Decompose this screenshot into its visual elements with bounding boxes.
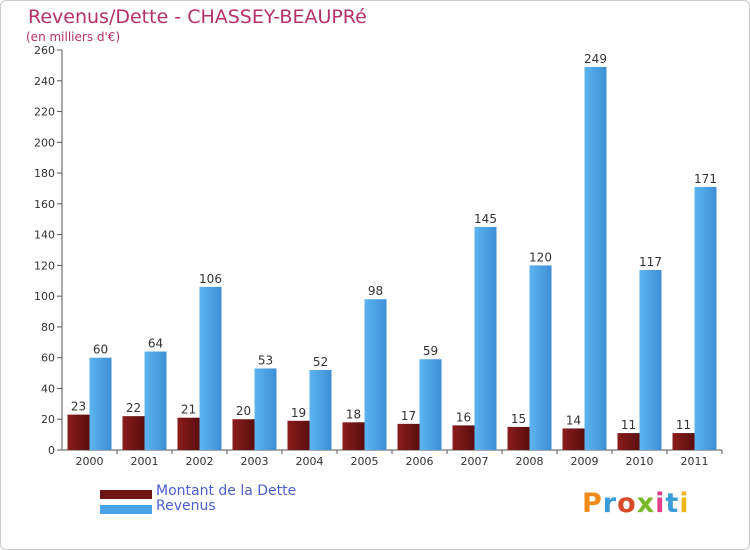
data-label-revenus: 145 bbox=[474, 212, 497, 226]
x-tick-label: 2009 bbox=[571, 455, 599, 468]
data-label-revenus: 106 bbox=[199, 272, 222, 286]
bar-dette bbox=[342, 422, 365, 450]
y-tick-label: 40 bbox=[41, 382, 55, 395]
bar-revenus bbox=[309, 370, 332, 450]
bar-revenus bbox=[529, 265, 552, 450]
chart-title: Revenus/Dette - CHASSEY-BEAUPRé bbox=[28, 6, 367, 28]
x-tick-label: 2006 bbox=[406, 455, 434, 468]
x-tick-label: 2005 bbox=[351, 455, 379, 468]
y-tick-label: 160 bbox=[34, 198, 55, 211]
data-label-revenus: 59 bbox=[423, 344, 438, 358]
bar-revenus bbox=[199, 286, 222, 450]
data-label-revenus: 53 bbox=[258, 353, 273, 367]
data-label-revenus: 60 bbox=[93, 343, 108, 357]
bar-revenus bbox=[584, 66, 607, 450]
data-label-dette: 11 bbox=[621, 418, 636, 432]
bar-dette bbox=[452, 425, 475, 450]
data-label-revenus: 64 bbox=[148, 337, 163, 351]
y-tick-label: 140 bbox=[34, 229, 55, 242]
data-label-dette: 14 bbox=[566, 413, 581, 427]
y-tick-label: 200 bbox=[34, 136, 55, 149]
data-label-revenus: 117 bbox=[639, 255, 662, 269]
legend-swatch-dette bbox=[100, 490, 152, 499]
y-tick-label: 20 bbox=[41, 413, 55, 426]
data-label-dette: 11 bbox=[676, 418, 691, 432]
x-tick-label: 2011 bbox=[681, 455, 709, 468]
bar-revenus bbox=[694, 186, 717, 450]
logo-letter: P bbox=[582, 488, 603, 519]
x-tick-label: 2003 bbox=[241, 455, 269, 468]
x-tick-label: 2007 bbox=[461, 455, 489, 468]
y-tick-label: 180 bbox=[34, 167, 55, 180]
bar-dette bbox=[287, 420, 310, 450]
chart-subtitle: (en milliers d'€) bbox=[26, 30, 121, 44]
y-tick-label: 260 bbox=[34, 44, 55, 57]
data-label-revenus: 120 bbox=[529, 250, 552, 264]
logo-letter: x bbox=[636, 488, 656, 519]
x-tick-label: 2002 bbox=[186, 455, 214, 468]
bar-dette bbox=[122, 416, 145, 450]
data-label-dette: 19 bbox=[291, 406, 306, 420]
data-label-revenus: 249 bbox=[584, 52, 607, 66]
bar-revenus bbox=[364, 299, 387, 450]
bar-revenus bbox=[639, 270, 662, 450]
y-tick-label: 0 bbox=[48, 444, 55, 457]
bar-revenus bbox=[419, 359, 442, 450]
y-tick-label: 100 bbox=[34, 290, 55, 303]
legend-label-dette: Montant de la Dette bbox=[156, 483, 297, 499]
data-label-revenus: 171 bbox=[694, 172, 717, 186]
y-tick-label: 120 bbox=[34, 259, 55, 272]
proxiti-logo: Proxiti bbox=[582, 488, 690, 519]
data-label-dette: 20 bbox=[236, 404, 251, 418]
data-label-dette: 16 bbox=[456, 410, 471, 424]
data-label-dette: 22 bbox=[126, 401, 141, 415]
bar-revenus bbox=[89, 357, 112, 450]
bar-dette bbox=[177, 417, 200, 450]
data-label-dette: 21 bbox=[181, 403, 196, 417]
legend-swatch-revenus bbox=[100, 505, 152, 514]
x-tick-label: 2008 bbox=[516, 455, 544, 468]
data-label-revenus: 98 bbox=[368, 284, 383, 298]
data-label-dette: 23 bbox=[71, 400, 86, 414]
data-label-revenus: 52 bbox=[313, 355, 328, 369]
logo-letter: i bbox=[679, 488, 690, 519]
logo-letter: i bbox=[655, 488, 666, 519]
x-tick-label: 2004 bbox=[296, 455, 324, 468]
bar-dette bbox=[397, 423, 420, 450]
bar-dette bbox=[67, 414, 90, 450]
logo-letter: r bbox=[602, 488, 618, 519]
bar-revenus bbox=[144, 351, 167, 450]
data-label-dette: 17 bbox=[401, 409, 416, 423]
y-tick-label: 80 bbox=[41, 321, 55, 334]
bar-dette bbox=[232, 419, 255, 450]
y-tick-label: 60 bbox=[41, 352, 55, 365]
x-tick-label: 2010 bbox=[626, 455, 654, 468]
x-tick-label: 2001 bbox=[131, 455, 159, 468]
x-tick-label: 2000 bbox=[76, 455, 104, 468]
bar-revenus bbox=[254, 368, 277, 450]
data-label-dette: 18 bbox=[346, 407, 361, 421]
legend-label-revenus: Revenus bbox=[156, 498, 216, 514]
y-tick-label: 220 bbox=[34, 106, 55, 119]
logo-letter: o bbox=[617, 488, 637, 519]
logo-letter: t bbox=[665, 488, 680, 519]
bar-revenus bbox=[474, 226, 497, 450]
bar-dette bbox=[562, 428, 585, 450]
data-label-dette: 15 bbox=[511, 412, 526, 426]
bar-dette bbox=[507, 426, 530, 450]
bar-dette bbox=[617, 433, 640, 450]
bar-dette bbox=[672, 433, 695, 450]
y-tick-label: 240 bbox=[34, 75, 55, 88]
